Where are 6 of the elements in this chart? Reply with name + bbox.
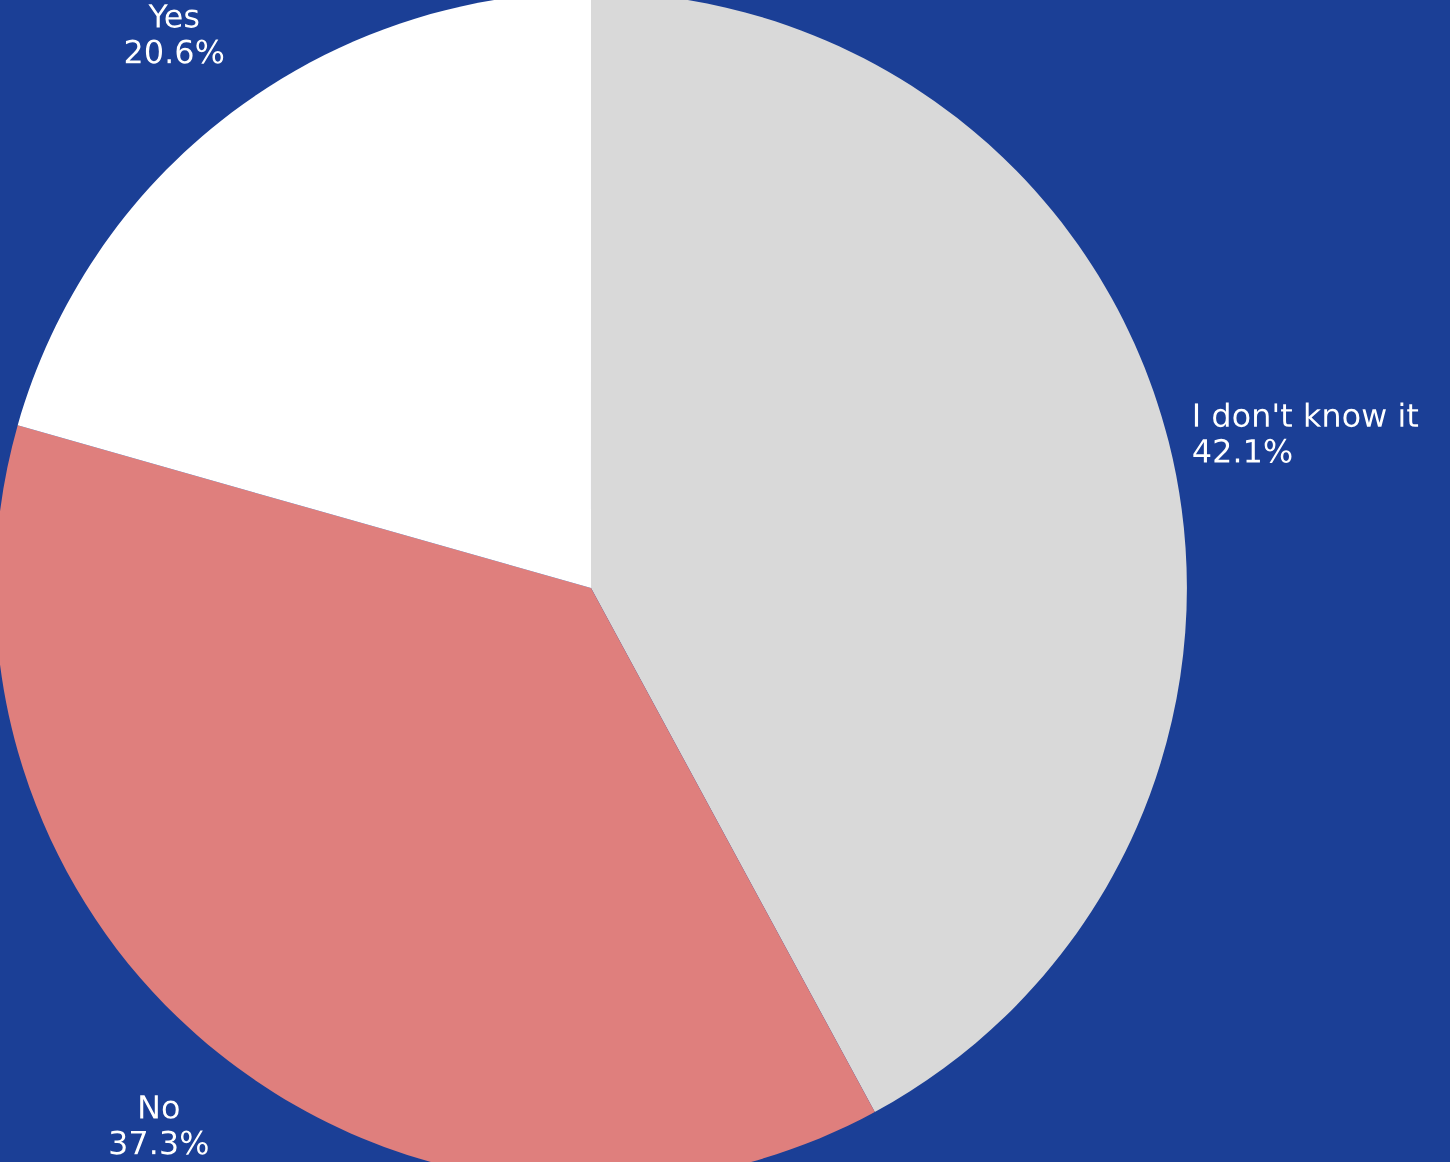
- data-label: 37.3%: [110, 1130, 208, 1155]
- slice-label: No: [140, 1095, 179, 1119]
- slice-label: Yes: [148, 4, 199, 28]
- data-label: 20.6%: [125, 39, 224, 64]
- data-label: 42.1%: [1193, 438, 1292, 463]
- slice-label: I don't know it: [1194, 402, 1419, 428]
